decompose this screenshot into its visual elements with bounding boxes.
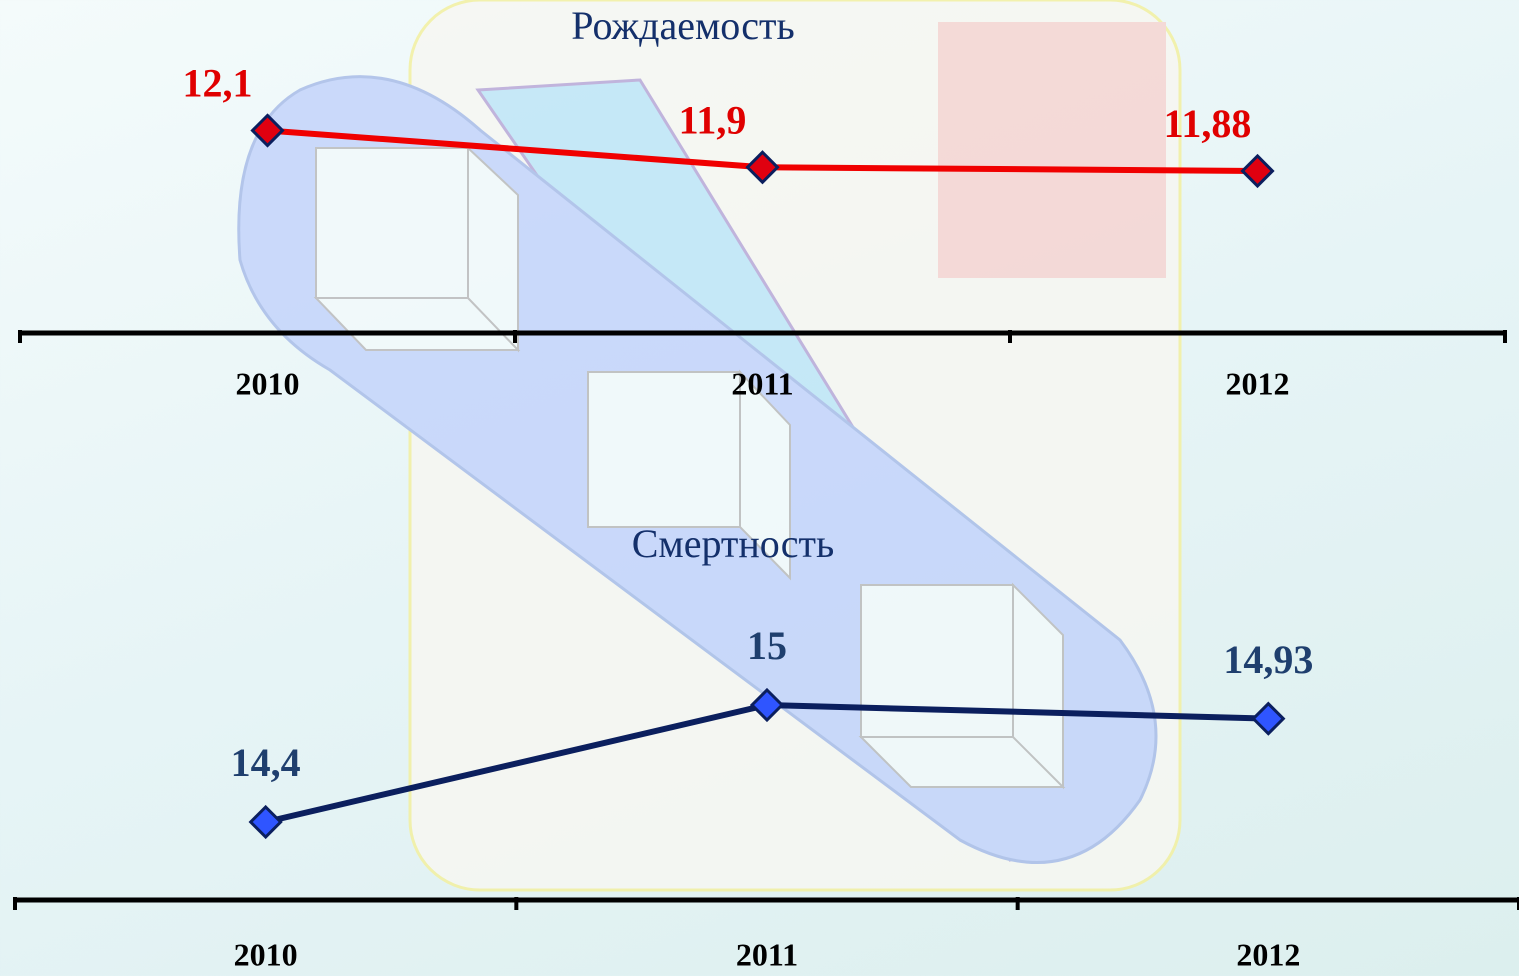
chart-title: Смертность	[632, 521, 835, 566]
marker	[1253, 704, 1283, 734]
data-label: 11,9	[679, 97, 747, 142]
marker	[251, 807, 281, 837]
data-label: 12,1	[183, 61, 253, 106]
x-tick-label: 2011	[736, 936, 798, 972]
data-label: 15	[747, 623, 787, 668]
x-tick-label: 2010	[236, 365, 300, 401]
data-label: 14,93	[1223, 637, 1313, 682]
page: {"chart_data": [ {"type": "line", "title…	[0, 0, 1519, 976]
x-tick-label: 2011	[731, 365, 793, 401]
marker	[1243, 156, 1273, 186]
x-tick-label: 2010	[234, 936, 298, 972]
emblem-flag	[938, 22, 1166, 278]
x-tick-label: 2012	[1226, 365, 1290, 401]
chart: Рождаемость 2010 12,1 2011 11,9 2012 11,88 Смер…	[0, 0, 1519, 976]
chart-title: Рождаемость	[571, 3, 795, 48]
x-tick-label: 2012	[1236, 936, 1300, 972]
data-label: 11,88	[1164, 101, 1252, 146]
data-label: 14,4	[231, 740, 301, 785]
